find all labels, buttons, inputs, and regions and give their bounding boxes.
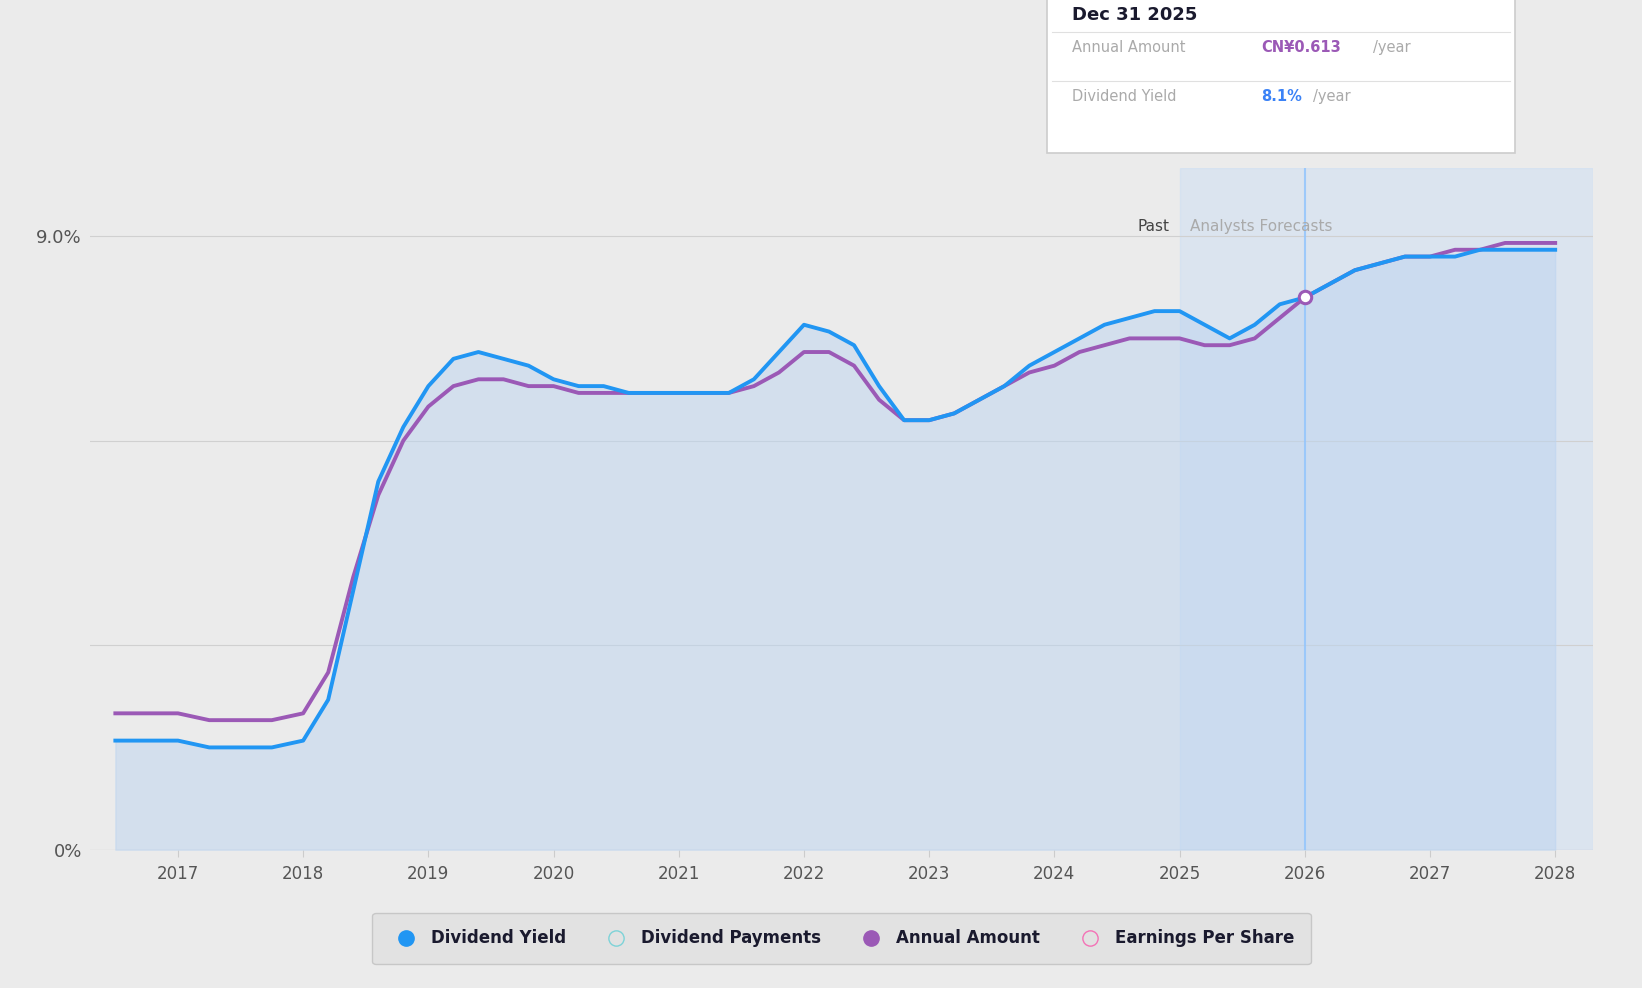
Text: CN¥0.613: CN¥0.613 xyxy=(1261,40,1340,54)
Point xyxy=(1292,289,1319,305)
Text: Dec 31 2025: Dec 31 2025 xyxy=(1072,6,1197,24)
Text: Past: Past xyxy=(1138,219,1169,234)
Text: 8.1%: 8.1% xyxy=(1261,89,1302,104)
Point xyxy=(1292,289,1319,305)
Text: Analysts Forecasts: Analysts Forecasts xyxy=(1189,219,1332,234)
Text: /year: /year xyxy=(1314,89,1351,104)
Text: Annual Amount: Annual Amount xyxy=(1072,40,1186,54)
Text: /year: /year xyxy=(1373,40,1410,54)
Text: Dividend Yield: Dividend Yield xyxy=(1072,89,1177,104)
Bar xyxy=(1179,168,1593,850)
Legend: Dividend Yield, Dividend Payments, Annual Amount, Earnings Per Share: Dividend Yield, Dividend Payments, Annua… xyxy=(373,913,1310,964)
